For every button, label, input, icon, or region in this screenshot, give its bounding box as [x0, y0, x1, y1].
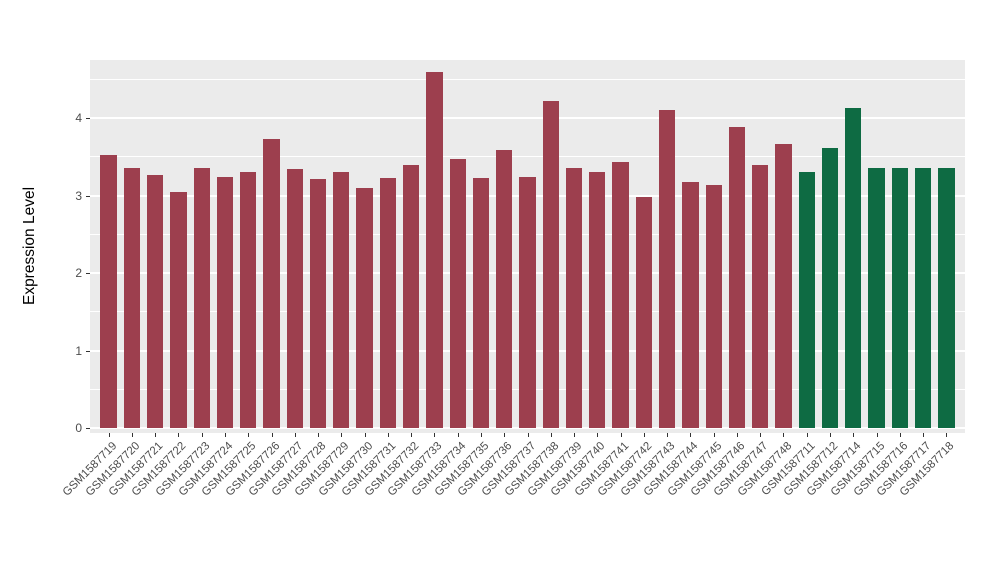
bar — [519, 176, 536, 428]
bar — [635, 197, 652, 428]
x-tick — [318, 433, 320, 437]
bar — [612, 162, 629, 428]
bar — [193, 168, 210, 428]
bar — [123, 168, 141, 428]
bar — [216, 176, 234, 428]
bar — [705, 184, 722, 428]
x-tick — [201, 433, 203, 437]
gridline-minor — [90, 156, 965, 158]
x-tick — [574, 433, 576, 437]
bar — [472, 177, 490, 428]
y-tick — [86, 118, 90, 120]
y-tick-label: 1 — [75, 343, 82, 358]
bar — [845, 108, 862, 428]
y-tick — [86, 428, 90, 429]
x-tick — [527, 433, 529, 437]
x-tick — [108, 433, 110, 437]
x-tick — [597, 433, 599, 437]
bar — [263, 139, 280, 428]
y-tick-label: 0 — [75, 421, 82, 435]
x-tick — [876, 433, 878, 437]
bar — [379, 177, 396, 428]
x-tick — [853, 433, 855, 437]
x-tick — [760, 433, 762, 437]
bar — [589, 171, 606, 428]
bar — [868, 167, 885, 428]
x-tick — [178, 433, 180, 437]
y-tick-label: 4 — [75, 111, 82, 126]
x-tick — [690, 433, 692, 437]
x-tick — [667, 433, 669, 437]
x-tick — [923, 433, 925, 437]
bar — [449, 159, 466, 428]
bar — [658, 110, 676, 428]
bar — [542, 101, 559, 428]
bar — [100, 155, 117, 428]
bar — [752, 165, 769, 428]
x-tick — [364, 433, 366, 437]
y-tick-label: 2 — [75, 266, 82, 281]
y-tick — [86, 273, 90, 275]
bar — [891, 167, 908, 428]
bar — [775, 144, 792, 428]
x-tick — [899, 433, 901, 437]
x-tick — [341, 433, 343, 437]
bar — [309, 179, 327, 428]
bar — [938, 168, 955, 428]
bar — [565, 168, 583, 428]
bar — [426, 71, 443, 428]
bar — [402, 165, 420, 428]
x-tick — [783, 433, 785, 437]
x-tick — [946, 433, 948, 437]
x-tick — [830, 433, 832, 437]
gridline-major — [90, 117, 965, 120]
bar — [240, 172, 257, 428]
y-axis-title: Expression Level — [21, 186, 38, 306]
x-tick — [131, 433, 133, 437]
bar — [728, 127, 746, 428]
x-tick — [155, 433, 157, 437]
bar — [914, 167, 932, 428]
bar — [682, 182, 699, 428]
bar — [333, 172, 350, 428]
x-tick — [504, 433, 506, 437]
x-tick — [480, 433, 482, 437]
bar — [821, 147, 839, 428]
x-tick — [271, 433, 273, 437]
x-tick — [620, 433, 622, 437]
x-tick — [643, 433, 645, 437]
x-tick — [434, 433, 436, 437]
x-tick — [224, 433, 226, 437]
y-tick-label: 3 — [75, 188, 82, 203]
y-tick — [86, 350, 90, 352]
bar — [496, 149, 513, 428]
bar — [798, 172, 815, 428]
x-tick — [411, 433, 413, 437]
gridline-minor — [90, 78, 965, 80]
x-tick — [550, 433, 552, 437]
x-tick — [294, 433, 296, 437]
x-tick — [736, 433, 738, 437]
bar — [286, 169, 303, 428]
x-tick — [387, 433, 389, 437]
gridline-major — [90, 427, 965, 429]
bar — [170, 191, 187, 428]
y-tick — [86, 195, 90, 197]
bar — [147, 174, 164, 428]
bar — [356, 187, 373, 428]
x-tick — [713, 433, 715, 437]
x-tick — [248, 433, 250, 437]
x-tick — [457, 433, 459, 437]
x-tick — [806, 433, 808, 437]
plot-panel — [90, 60, 965, 433]
